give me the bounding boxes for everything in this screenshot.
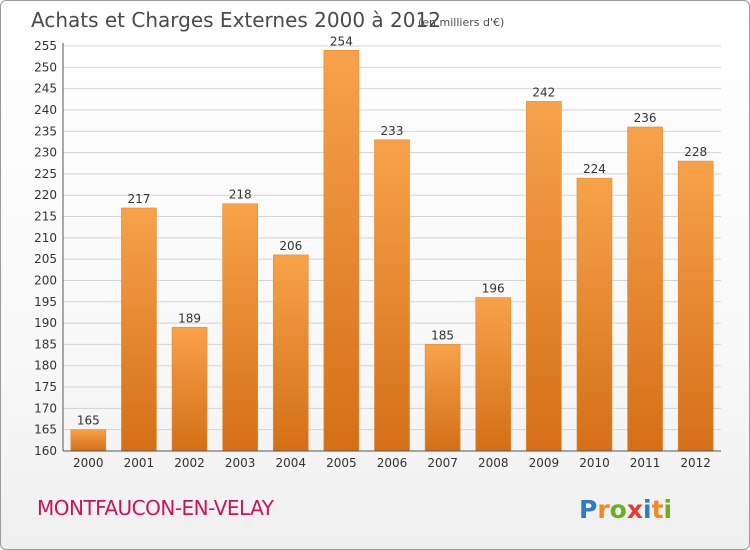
chart-subtitle: (en milliers d'€) [418,16,504,29]
bars [70,49,714,452]
x-tick-label: 2007 [427,456,458,470]
y-tick-label: 165 [34,423,57,437]
bar-value-label: 189 [178,311,201,325]
bar-2006 [374,139,410,452]
chart-title: Achats et Charges Externes 2000 à 2012 [31,8,441,32]
x-tick-label: 2000 [73,456,104,470]
axes: 160 165 170 175 180 185 190 195 200 205 210 215 220 2… [34,39,721,470]
x-tick-label: 2001 [124,456,155,470]
place-name: MONTFAUCON-EN-VELAY [37,496,275,520]
logo-letter: r [597,495,610,524]
x-tick-label: 2006 [377,456,408,470]
y-tick-label: 230 [34,146,57,160]
proxiti-logo: Proxiti [579,495,672,524]
y-tick-label: 220 [34,188,57,202]
bar-2009 [526,101,562,452]
x-tick-label: 2012 [680,456,711,470]
y-tick-label: 235 [34,124,57,138]
bar-value-label: 218 [229,188,252,202]
logo-letter: t [652,495,664,524]
y-tick-label: 175 [34,380,57,394]
logo-letter: i [643,495,652,524]
y-tick-label: 250 [34,60,57,74]
bar-value-label: 228 [684,145,707,159]
x-tick-label: 2009 [529,456,560,470]
bar-value-label: 233 [381,124,404,138]
bar-2011 [627,126,663,452]
x-tick-label: 2004 [275,456,306,470]
bar-value-label: 196 [482,282,505,296]
bar-value-label: 254 [330,34,353,48]
bar-2005 [323,49,360,452]
bar-value-label: 206 [279,239,302,253]
y-tick-label: 185 [34,337,57,351]
x-tick-label: 2002 [174,456,205,470]
y-tick-label: 215 [34,210,57,224]
bar-2001 [121,207,157,452]
bar-2004 [272,254,309,452]
x-tick-label: 2005 [326,456,357,470]
y-tick-label: 160 [34,444,57,458]
logo-letter: x [627,495,643,524]
x-tick-label: 2008 [478,456,509,470]
bar-value-label: 185 [431,328,454,342]
y-tick-label: 255 [34,39,57,53]
bar-value-label: 165 [77,414,100,428]
bar-2010 [576,177,613,452]
logo-letter: P [579,495,597,524]
y-tick-label: 170 [34,401,57,415]
data-labels: 165 217 189 218 206 254 233 185 196 242 224 236 228 [77,34,707,427]
logo-letter: i [664,495,673,524]
y-tick-label: 240 [34,103,57,117]
bar-value-label: 242 [532,85,555,99]
y-tick-label: 205 [34,252,57,266]
x-tick-label: 2003 [225,456,256,470]
y-tick-label: 210 [34,231,57,245]
bar-2003 [222,203,258,452]
y-tick-label: 190 [34,316,57,330]
bar-value-label: 236 [634,111,657,125]
bar-value-label: 217 [127,192,150,206]
y-tick-label: 200 [34,273,57,287]
y-tick-label: 180 [34,359,57,373]
y-tick-label: 195 [34,295,57,309]
y-tick-label: 245 [34,82,57,96]
y-tick-label: 225 [34,167,57,181]
bar-2007 [424,344,461,452]
x-tick-label: 2010 [579,456,610,470]
logo-letter: o [610,495,627,524]
bar-2000 [70,429,107,452]
bar-value-label: 224 [583,162,606,176]
bar-2008 [475,297,512,452]
x-tick-label: 2011 [630,456,661,470]
bar-2012 [677,160,714,452]
bar-2002 [171,327,208,452]
